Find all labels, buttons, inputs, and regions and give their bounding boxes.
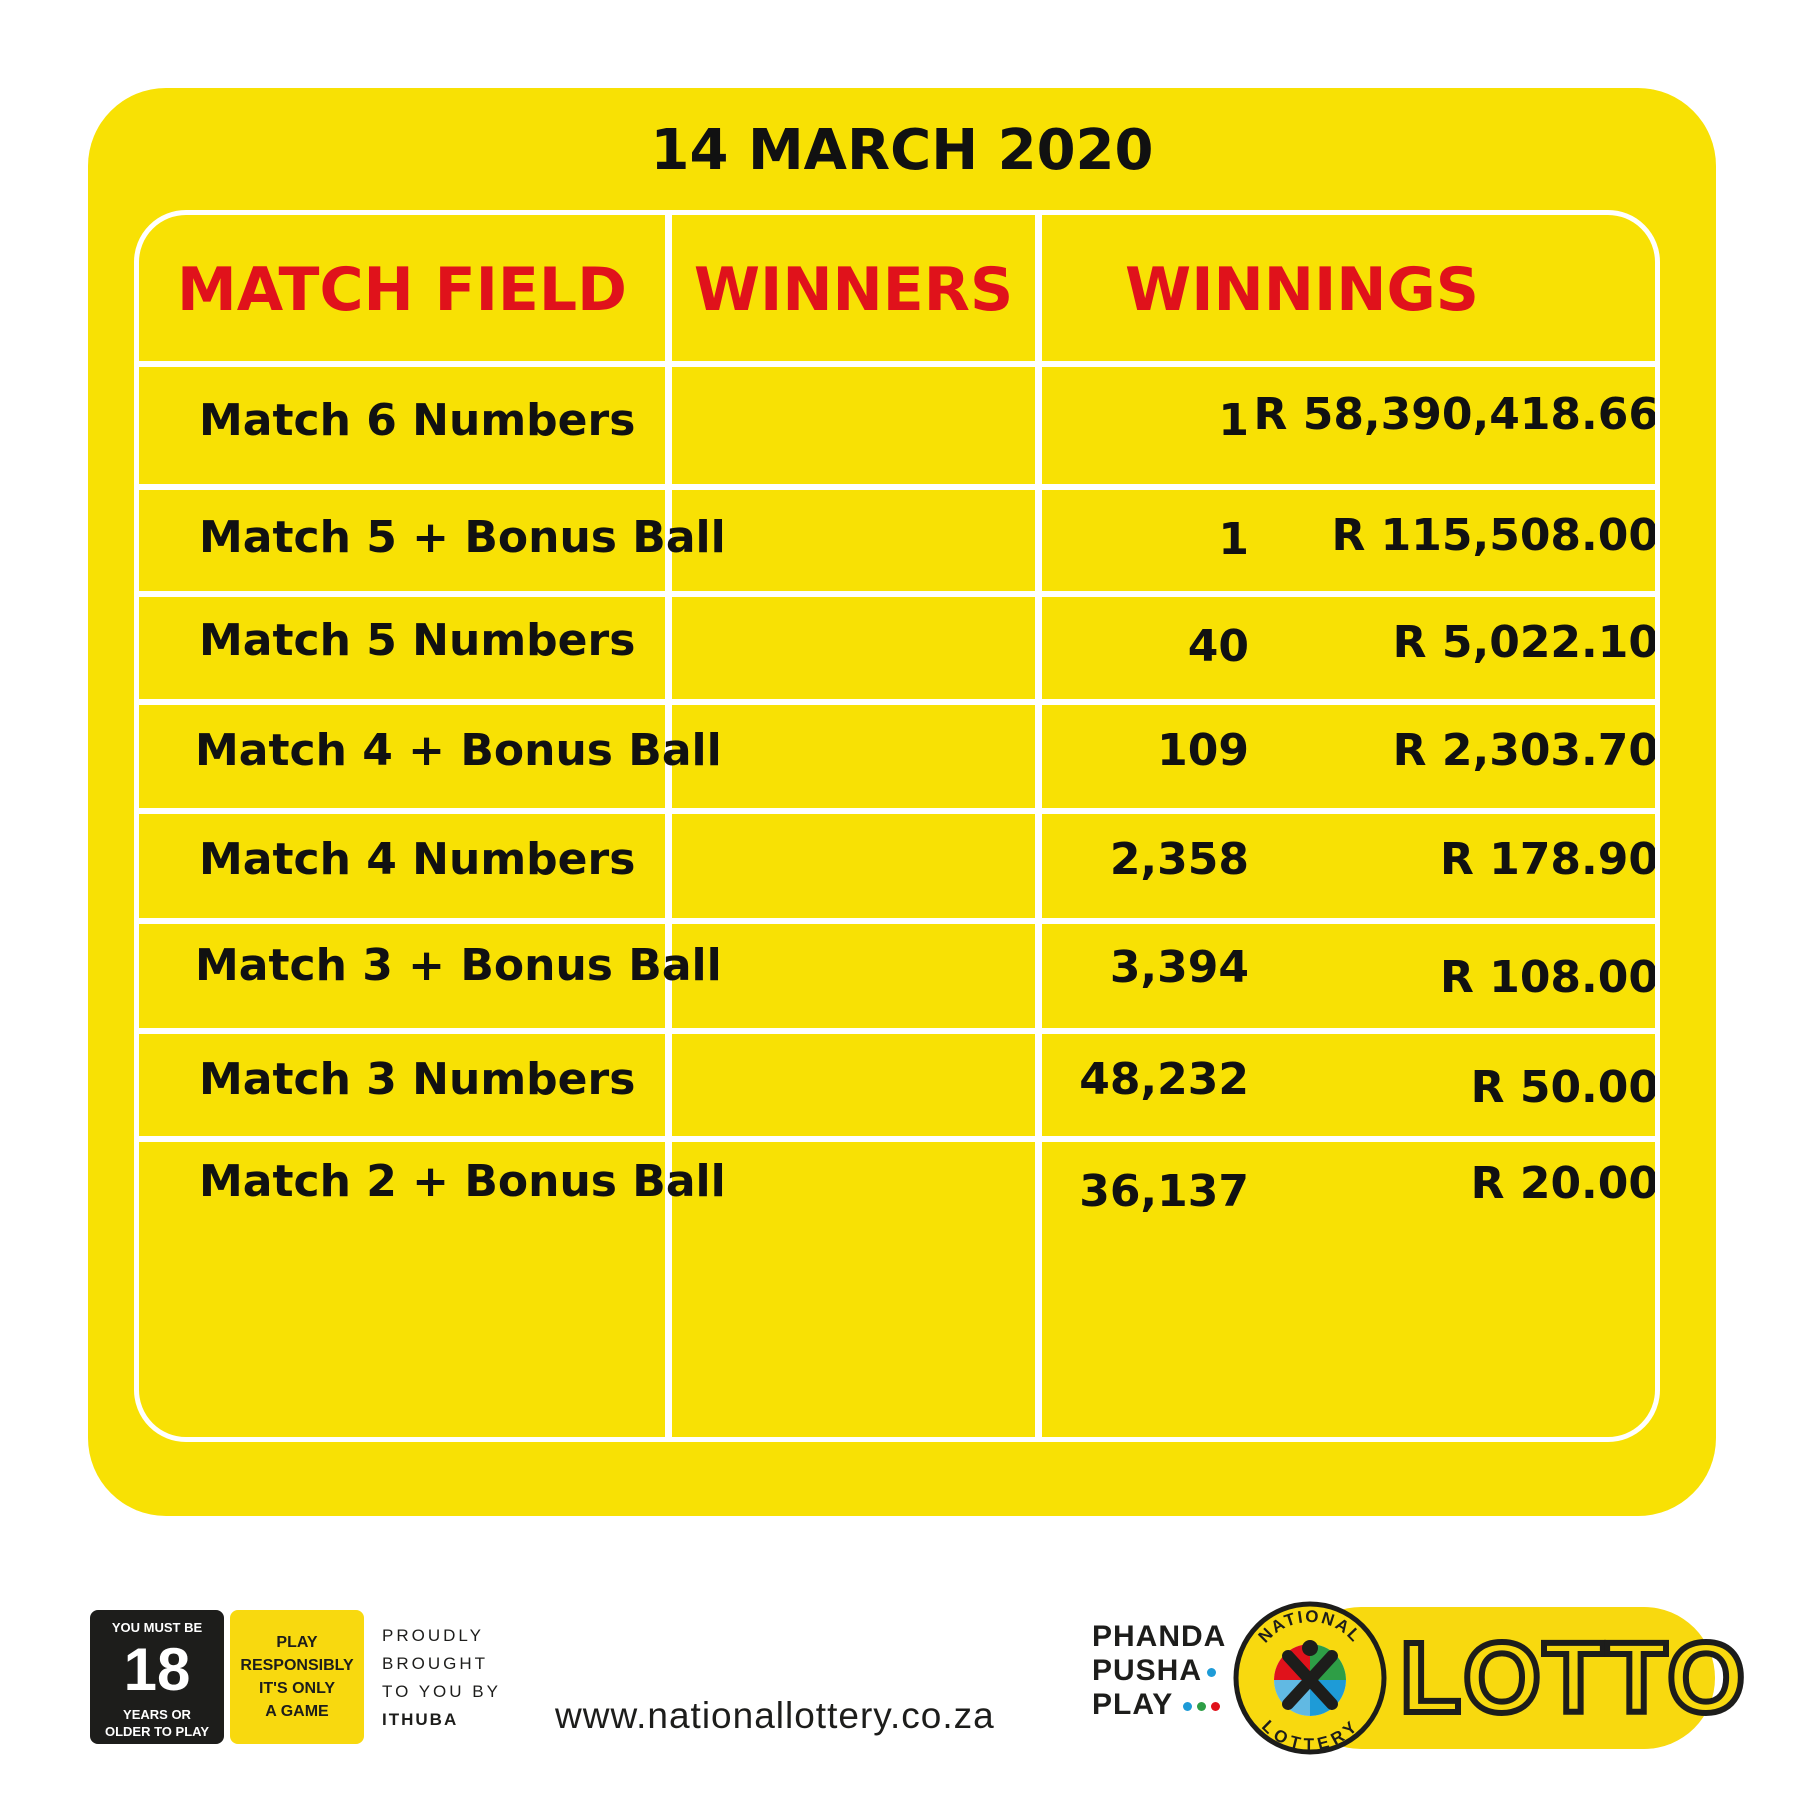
row-divider — [139, 361, 1655, 367]
age-badge-line: YEARS OR — [123, 1707, 191, 1722]
age-badge-number: 18 — [123, 1636, 191, 1703]
proudly-line: BROUGHT — [382, 1654, 488, 1673]
winners-cell: 3,394 — [1109, 942, 1249, 993]
match-field-cell: Match 6 Numbers — [199, 395, 636, 446]
row-divider — [139, 1028, 1655, 1034]
match-field-cell: Match 4 Numbers — [199, 834, 636, 885]
winnings-cell: R 115,508.00 — [1331, 510, 1659, 561]
row-divider — [139, 699, 1655, 705]
age-badge-top-text: YOU MUST BE — [111, 1620, 203, 1635]
winnings-cell: R 108.00 — [1440, 952, 1659, 1003]
row-divider — [139, 484, 1655, 490]
winners-cell: 2,358 — [1109, 834, 1249, 885]
match-field-cell: Match 5 Numbers — [199, 615, 636, 666]
responsible-line: RESPONSIBLY — [240, 1657, 354, 1674]
winnings-cell: R 2,303.70 — [1392, 725, 1659, 776]
slogan-line: PUSHA — [1092, 1654, 1203, 1687]
slogan: PHANDA PUSHA PLAY — [1092, 1620, 1226, 1722]
match-field-cell: Match 5 + Bonus Ball — [199, 512, 726, 563]
responsible-line: PLAY — [276, 1634, 318, 1651]
lotto-brand-word: LOTTO — [1397, 1619, 1748, 1737]
ithuba-brand: ITHUBA — [382, 1710, 459, 1729]
winners-cell: 48,232 — [1079, 1054, 1249, 1105]
age-badge-line: OLDER TO PLAY — [104, 1724, 210, 1739]
header-winners: WINNERS — [693, 255, 1014, 325]
winnings-cell: R 178.90 — [1440, 834, 1659, 885]
national-lottery-logo-icon: NATIONAL LOTTERY — [1233, 1601, 1387, 1755]
match-field-cell: Match 3 + Bonus Ball — [195, 940, 722, 991]
results-card: 14 MARCH 2020 MATCH FIELD WINNERS WINNIN… — [88, 88, 1716, 1516]
header-winnings: WINNINGS — [1125, 255, 1479, 325]
row-divider — [139, 591, 1655, 597]
row-divider — [139, 918, 1655, 924]
winnings-cell: R 20.00 — [1470, 1158, 1659, 1209]
column-divider — [1035, 215, 1042, 1437]
proudly-line: PROUDLY — [382, 1626, 484, 1645]
website-link[interactable]: www.nationallottery.co.za — [555, 1695, 995, 1736]
blue-dot-icon — [1183, 1701, 1193, 1711]
winners-cell: 1 — [1218, 395, 1249, 446]
results-table: MATCH FIELD WINNERS WINNINGS Match 6 Num… — [134, 210, 1660, 1442]
age-restriction-badge: YOU MUST BE 18 YEARS OR OLDER TO PLAY — [90, 1610, 224, 1744]
slogan-line: PHANDA — [1092, 1620, 1227, 1653]
match-field-cell: Match 2 + Bonus Ball — [199, 1156, 726, 1207]
draw-date-title: 14 MARCH 2020 — [650, 118, 1154, 183]
slogan-line-with-dots: PLAY — [1092, 1688, 1226, 1722]
winners-cell: 109 — [1157, 725, 1249, 776]
winners-cell: 40 — [1187, 621, 1249, 672]
row-divider — [139, 1136, 1655, 1142]
play-responsibly-badge: PLAY RESPONSIBLY IT'S ONLY A GAME — [230, 1610, 364, 1744]
winners-cell: 1 — [1218, 514, 1249, 565]
blue-dot-icon — [1207, 1667, 1217, 1677]
responsible-line: IT'S ONLY — [258, 1680, 336, 1697]
winnings-cell: R 58,390,418.66 — [1253, 389, 1659, 440]
match-field-cell: Match 4 + Bonus Ball — [195, 725, 722, 776]
column-divider — [665, 215, 672, 1437]
red-dot-icon — [1211, 1701, 1221, 1711]
responsible-line: A GAME — [265, 1703, 329, 1720]
age-badge-bottom-text: YEARS OR OLDER TO PLAY — [90, 1706, 224, 1740]
green-dot-icon — [1197, 1701, 1207, 1711]
header-match-field: MATCH FIELD — [177, 255, 627, 325]
proudly-brought-text: PROUDLY BROUGHT TO YOU BY ITHUBA — [382, 1622, 502, 1734]
row-divider — [139, 808, 1655, 814]
winnings-cell: R 5,022.10 — [1392, 617, 1659, 668]
winnings-cell: R 50.00 — [1470, 1062, 1659, 1113]
winners-cell: 36,137 — [1079, 1166, 1249, 1217]
proudly-line: TO YOU BY — [382, 1682, 501, 1701]
slogan-line: PLAY — [1092, 1688, 1174, 1721]
slogan-line-with-dot: PUSHA — [1092, 1654, 1226, 1688]
match-field-cell: Match 3 Numbers — [199, 1054, 636, 1105]
